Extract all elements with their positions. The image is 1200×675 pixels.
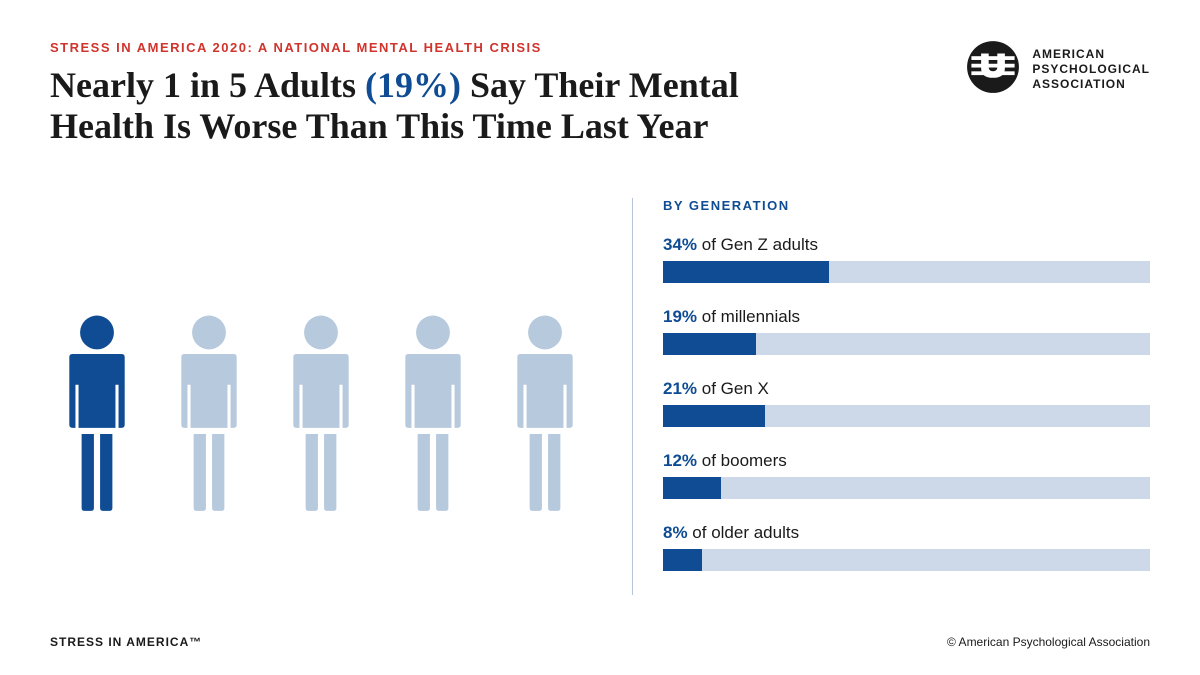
apa-logo-icon bbox=[966, 40, 1020, 99]
logo-line-2: PSYCHOLOGICAL bbox=[1032, 62, 1150, 77]
headline-pre: Nearly 1 in 5 Adults bbox=[50, 65, 365, 105]
bar-rest: of millennials bbox=[697, 307, 800, 326]
person-icon bbox=[498, 314, 592, 519]
bar-row: 8% of older adults bbox=[663, 523, 1150, 571]
bar-fill bbox=[663, 549, 702, 571]
chart-title: BY GENERATION bbox=[663, 198, 1150, 213]
bar-pct: 19% bbox=[663, 307, 697, 326]
bar-label: 21% of Gen X bbox=[663, 379, 1150, 399]
bar-pct: 34% bbox=[663, 235, 697, 254]
bar-row: 12% of boomers bbox=[663, 451, 1150, 499]
logo-line-3: ASSOCIATION bbox=[1032, 77, 1150, 92]
bar-row: 21% of Gen X bbox=[663, 379, 1150, 427]
person-icon bbox=[162, 314, 256, 519]
bar-rest: of older adults bbox=[688, 523, 800, 542]
footer-left: STRESS IN AMERICA™ bbox=[50, 635, 202, 649]
bar-label: 8% of older adults bbox=[663, 523, 1150, 543]
bar-rest: of Gen X bbox=[697, 379, 769, 398]
bar-pct: 21% bbox=[663, 379, 697, 398]
bar-row: 19% of millennials bbox=[663, 307, 1150, 355]
generation-chart: BY GENERATION 34% of Gen Z adults 19% of … bbox=[632, 198, 1150, 595]
bar-rest: of boomers bbox=[697, 451, 787, 470]
headline: Nearly 1 in 5 Adults (19%) Say Their Men… bbox=[50, 65, 850, 148]
bar-track bbox=[663, 549, 1150, 571]
bar-track bbox=[663, 261, 1150, 283]
bar-fill bbox=[663, 261, 829, 283]
bar-label: 19% of millennials bbox=[663, 307, 1150, 327]
bar-track bbox=[663, 477, 1150, 499]
bar-pct: 8% bbox=[663, 523, 688, 542]
logo-line-1: AMERICAN bbox=[1032, 47, 1150, 62]
people-pictogram-row bbox=[50, 198, 592, 595]
bars-container: 34% of Gen Z adults 19% of millennials 21%… bbox=[663, 235, 1150, 571]
footer: STRESS IN AMERICA™ © American Psychologi… bbox=[50, 635, 1150, 649]
bar-label: 34% of Gen Z adults bbox=[663, 235, 1150, 255]
bar-track bbox=[663, 333, 1150, 355]
apa-logo-text: AMERICAN PSYCHOLOGICAL ASSOCIATION bbox=[1032, 47, 1150, 92]
apa-logo-block: AMERICAN PSYCHOLOGICAL ASSOCIATION bbox=[966, 40, 1150, 99]
person-icon bbox=[274, 314, 368, 519]
person-icon bbox=[386, 314, 480, 519]
bar-row: 34% of Gen Z adults bbox=[663, 235, 1150, 283]
headline-accent: (19%) bbox=[365, 65, 461, 105]
bar-fill bbox=[663, 477, 721, 499]
bar-fill bbox=[663, 405, 765, 427]
bar-rest: of Gen Z adults bbox=[697, 235, 818, 254]
bar-label: 12% of boomers bbox=[663, 451, 1150, 471]
bar-pct: 12% bbox=[663, 451, 697, 470]
footer-right: © American Psychological Association bbox=[947, 635, 1150, 649]
bar-track bbox=[663, 405, 1150, 427]
bar-fill bbox=[663, 333, 756, 355]
person-icon bbox=[50, 314, 144, 519]
